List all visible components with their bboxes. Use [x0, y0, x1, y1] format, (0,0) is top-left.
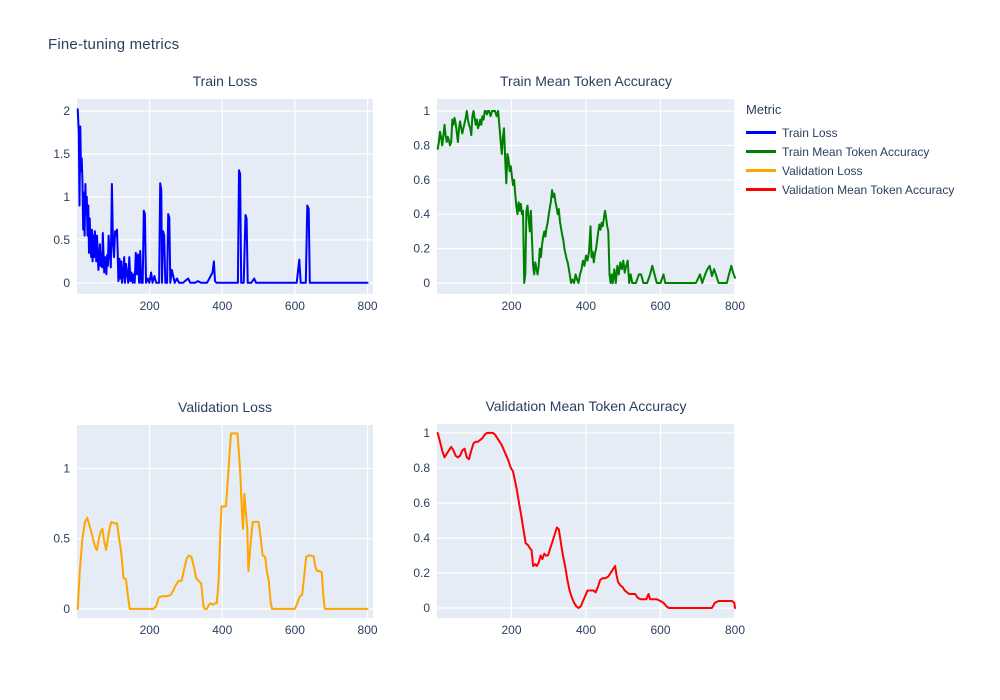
validation-loss-title: Validation Loss: [178, 399, 272, 415]
y-tick-label: 1: [423, 104, 430, 118]
x-tick-label: 800: [358, 299, 378, 313]
page-title: Fine-tuning metrics: [48, 36, 180, 53]
validation-accuracy-chart[interactable]: 200 400 600 800 0 0.2 0.4 0.6 0.8 1: [413, 424, 745, 637]
y-tick-label: 0.6: [413, 496, 430, 510]
train-accuracy-title: Train Mean Token Accuracy: [500, 73, 672, 89]
train-loss-subplot: Train Loss 200 400 600 800 0 0.5 1 1.5 2: [53, 73, 378, 313]
series-line: [76, 108, 369, 284]
x-tick-label: 600: [650, 299, 670, 313]
y-tick-label: 0.4: [413, 207, 430, 221]
train-loss-title: Train Loss: [192, 73, 258, 89]
legend-title: Metric: [746, 102, 782, 117]
x-tick-label: 400: [212, 299, 232, 313]
legend-label: Validation Loss: [782, 163, 863, 178]
legend: Metric Train Loss Train Mean Token Accur…: [746, 102, 954, 199]
y-tick-label: 0: [423, 601, 430, 615]
legend-label: Train Mean Token Accuracy: [782, 144, 930, 159]
train-accuracy-chart[interactable]: 200 400 600 800 0 0.2 0.4 0.6 0.8 1: [413, 99, 745, 313]
train-loss-chart[interactable]: 200 400 600 800 0 0.5 1 1.5 2: [53, 99, 378, 313]
y-tick-label: 1: [63, 462, 70, 476]
train-accuracy-swatch: [746, 150, 776, 153]
validation-loss-swatch: [746, 169, 776, 172]
y-tick-label: 1: [63, 190, 70, 204]
y-tick-label: 1.5: [53, 147, 70, 161]
x-tick-label: 600: [285, 623, 305, 637]
y-tick-label: 0.6: [413, 173, 430, 187]
series-line: [436, 110, 736, 284]
legend-item-validation-accuracy[interactable]: Validation Mean Token Accuracy: [746, 180, 954, 199]
series-line: [436, 431, 736, 609]
train-loss-swatch: [746, 131, 776, 134]
validation-accuracy-swatch: [746, 188, 776, 191]
train-accuracy-subplot: Train Mean Token Accuracy 200 400 600 800 0 0…: [413, 73, 745, 313]
x-tick-label: 200: [140, 299, 160, 313]
y-tick-label: 0.8: [413, 461, 430, 475]
x-tick-label: 800: [358, 623, 378, 637]
y-tick-label: 0.2: [413, 566, 430, 580]
y-tick-label: 0.2: [413, 242, 430, 256]
x-tick-label: 400: [576, 623, 596, 637]
x-tick-label: 400: [212, 623, 232, 637]
legend-label: Validation Mean Token Accuracy: [782, 182, 955, 197]
legend-item-train-accuracy[interactable]: Train Mean Token Accuracy: [746, 142, 954, 161]
y-tick-label: 0.4: [413, 531, 430, 545]
y-tick-label: 0.5: [53, 532, 70, 546]
y-tick-label: 0.5: [53, 233, 70, 247]
y-tick-label: 0: [63, 276, 70, 290]
validation-accuracy-title: Validation Mean Token Accuracy: [485, 398, 687, 414]
legend-item-train-loss[interactable]: Train Loss: [746, 123, 954, 142]
x-tick-label: 200: [140, 623, 160, 637]
legend-label: Train Loss: [782, 125, 838, 140]
x-tick-label: 600: [650, 623, 670, 637]
x-tick-label: 800: [725, 299, 745, 313]
y-tick-label: 0: [423, 276, 430, 290]
validation-accuracy-subplot: Validation Mean Token Accuracy 200 400 600…: [413, 398, 745, 637]
y-tick-label: 0: [63, 602, 70, 616]
series-line: [76, 432, 369, 610]
validation-loss-chart[interactable]: 200 400 600 800 0 0.5 1: [53, 425, 378, 637]
y-tick-label: 1: [423, 426, 430, 440]
y-tick-label: 2: [63, 104, 70, 118]
x-tick-label: 400: [576, 299, 596, 313]
y-tick-label: 0.8: [413, 138, 430, 152]
x-tick-label: 800: [725, 623, 745, 637]
x-tick-label: 200: [501, 299, 521, 313]
validation-loss-subplot: Validation Loss 200 400 600 800 0 0.5 1: [53, 399, 378, 637]
plot-background: [77, 425, 373, 618]
x-tick-label: 600: [285, 299, 305, 313]
x-tick-label: 200: [501, 623, 521, 637]
legend-item-validation-loss[interactable]: Validation Loss: [746, 161, 954, 180]
